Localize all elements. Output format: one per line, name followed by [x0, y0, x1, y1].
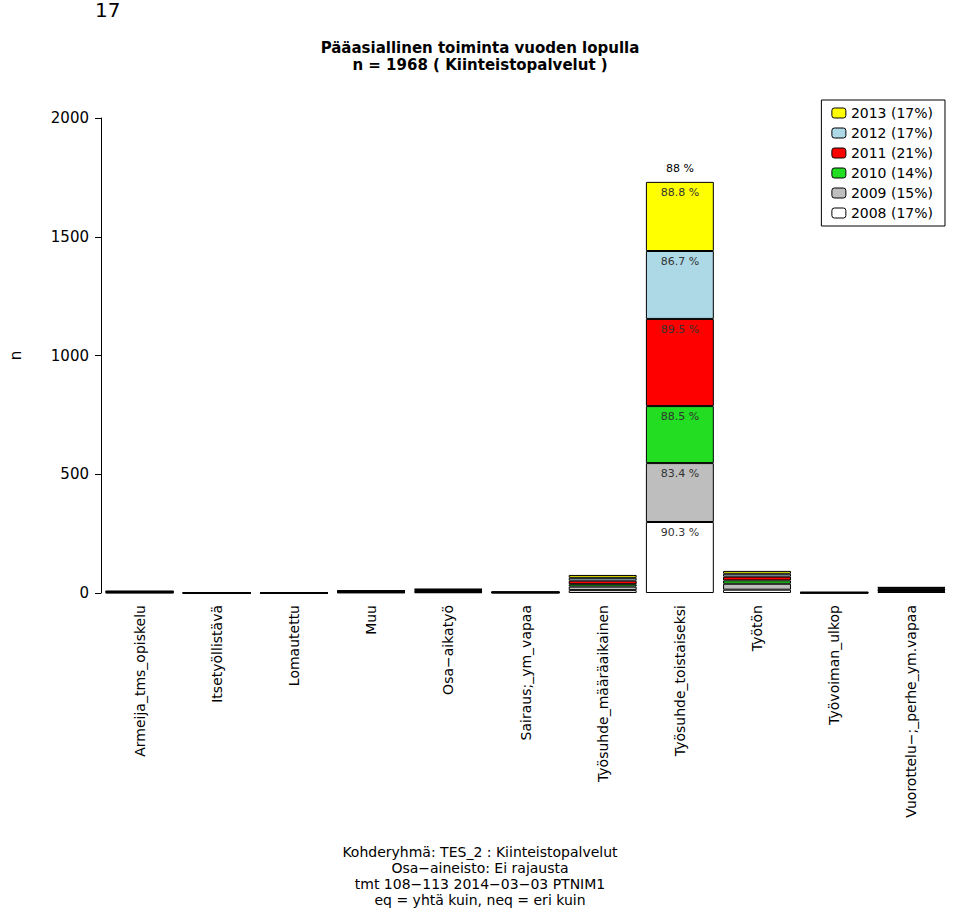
svg-text:2009 (15%): 2009 (15%) — [851, 185, 933, 201]
svg-text:2012 (17%): 2012 (17%) — [851, 125, 933, 141]
svg-text:500: 500 — [60, 465, 89, 483]
svg-text:17: 17 — [95, 0, 120, 22]
svg-text:2008 (17%): 2008 (17%) — [851, 205, 933, 221]
svg-text:eq = yhtä kuin, neq = eri kuin: eq = yhtä kuin, neq = eri kuin — [374, 892, 585, 908]
svg-text:2010 (14%): 2010 (14%) — [851, 165, 933, 181]
svg-text:86.7 %: 86.7 % — [661, 255, 699, 268]
svg-text:1000: 1000 — [51, 347, 89, 365]
svg-text:n: n — [7, 351, 25, 361]
svg-text:83.4 %: 83.4 % — [661, 467, 699, 480]
svg-text:2011 (21%): 2011 (21%) — [851, 145, 933, 161]
svg-text:Itsetyöllistävä: Itsetyöllistävä — [209, 605, 225, 703]
svg-text:0: 0 — [79, 584, 89, 602]
svg-text:88 %: 88 % — [666, 162, 694, 175]
svg-text:Vuorottelu−;_perhe_ym.vapaa: Vuorottelu−;_perhe_ym.vapaa — [903, 605, 919, 818]
svg-text:Työsuhde_määräaikainen: Työsuhde_määräaikainen — [595, 605, 611, 783]
svg-text:88.5 %: 88.5 % — [661, 410, 699, 423]
svg-text:Muu: Muu — [363, 605, 379, 635]
svg-text:90.3 %: 90.3 % — [661, 526, 699, 539]
svg-text:Pääasiallinen toiminta vuoden: Pääasiallinen toiminta vuoden lopulla — [321, 39, 640, 57]
svg-text:2000: 2000 — [51, 109, 89, 127]
svg-text:Osa−aikatyö: Osa−aikatyö — [440, 605, 456, 695]
svg-text:88.8 %: 88.8 % — [661, 186, 699, 199]
svg-text:n = 1968 ( Kiinteistopalvelut: n = 1968 ( Kiinteistopalvelut ) — [352, 56, 607, 74]
svg-text:Työsuhde_toistaiseksi: Työsuhde_toistaiseksi — [672, 605, 688, 757]
svg-text:89.5 %: 89.5 % — [661, 323, 699, 336]
svg-text:Sairaus;_ym_vapaa: Sairaus;_ym_vapaa — [518, 605, 534, 740]
svg-text:Lomautettu: Lomautettu — [286, 605, 302, 686]
svg-text:tmt 108−113 2014−03−03 PTNIM1: tmt 108−113 2014−03−03 PTNIM1 — [355, 876, 605, 892]
svg-text:Työvoiman_ulkop: Työvoiman_ulkop — [826, 605, 842, 726]
svg-text:Työtön: Työtön — [749, 605, 765, 652]
svg-text:2013 (17%): 2013 (17%) — [851, 105, 933, 121]
svg-text:Osa−aineisto: Ei rajausta: Osa−aineisto: Ei rajausta — [391, 860, 568, 876]
svg-text:Kohderyhmä: TES_2 : Kiinteisto: Kohderyhmä: TES_2 : Kiinteistopalvelut — [342, 844, 618, 860]
svg-text:Armeija_tms_opiskelu: Armeija_tms_opiskelu — [132, 605, 148, 757]
svg-text:1500: 1500 — [51, 228, 89, 246]
